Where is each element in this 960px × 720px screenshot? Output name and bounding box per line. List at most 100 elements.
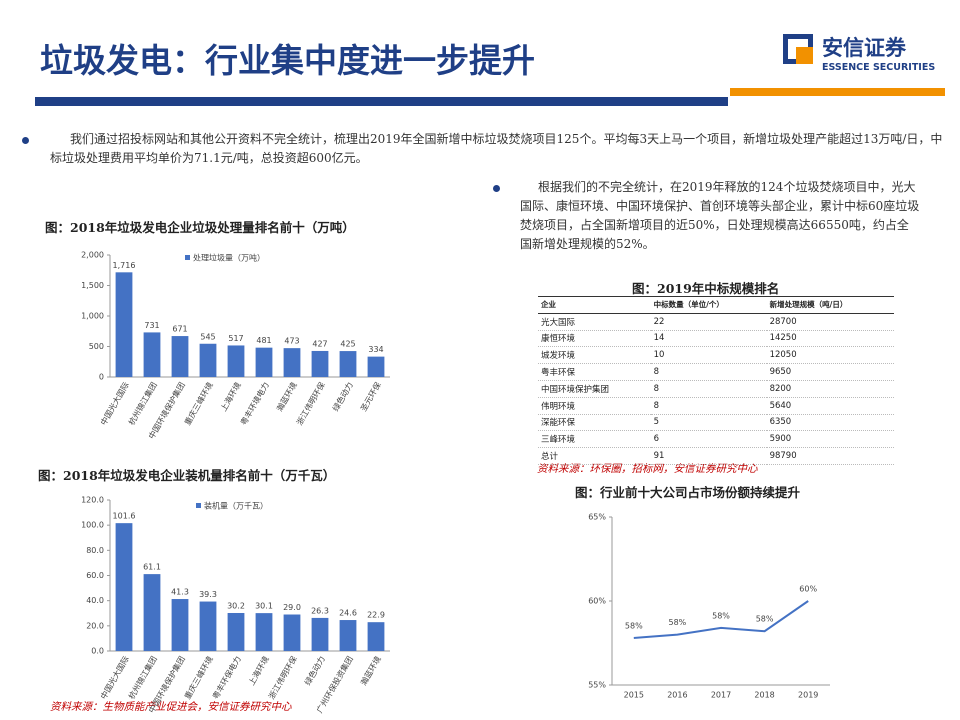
bar bbox=[227, 612, 245, 651]
x-tick-label: 上海环境 bbox=[218, 380, 243, 413]
bar bbox=[199, 343, 217, 377]
table-row: 粤丰环保 8 9650 bbox=[538, 363, 894, 381]
y-tick-label: 20.0 bbox=[86, 621, 104, 630]
x-tick-label: 2019 bbox=[798, 691, 818, 700]
table-cell: 14 bbox=[650, 330, 767, 348]
y-tick-label: 40.0 bbox=[86, 596, 104, 605]
bar bbox=[255, 613, 273, 651]
data-label: 671 bbox=[172, 325, 187, 334]
bar bbox=[283, 614, 301, 651]
bar bbox=[339, 351, 357, 377]
table-cell: 伟明环境 bbox=[538, 397, 651, 415]
bar bbox=[227, 345, 245, 377]
data-label: 58% bbox=[625, 621, 643, 630]
x-tick-label: 重庆三峰环境 bbox=[182, 380, 215, 427]
table-cell: 8 bbox=[650, 380, 767, 398]
data-label: 1,716 bbox=[113, 261, 136, 270]
bullet-text: 我们通过招投标网站和其他公开资料不完全统计，梳理出2019年全国新增中标垃圾焚烧… bbox=[50, 132, 943, 165]
y-tick-label: 500 bbox=[89, 342, 104, 351]
table-cell: 5900 bbox=[766, 430, 894, 449]
logo-icon-accent bbox=[796, 47, 813, 64]
y-tick-label: 100.0 bbox=[81, 521, 104, 530]
table-cell: 98790 bbox=[766, 447, 894, 465]
table-cell: 28700 bbox=[766, 313, 894, 331]
data-label: 481 bbox=[256, 336, 271, 345]
data-label: 29.0 bbox=[283, 603, 301, 612]
bar bbox=[367, 356, 385, 377]
table-cell: 14250 bbox=[766, 330, 894, 348]
table-cell: 10 bbox=[650, 346, 767, 365]
data-label: 41.3 bbox=[171, 588, 189, 597]
ranking-table: 企业 中标数量（单位/个） 新增处理规模（吨/日） 光大国际 22 28700 康恒环境 14… bbox=[538, 296, 894, 465]
data-label: 30.1 bbox=[255, 602, 273, 611]
table-row: 企业 中标数量（单位/个） 新增处理规模（吨/日） bbox=[538, 296, 894, 314]
data-label: 30.2 bbox=[227, 601, 245, 610]
x-tick-label: 浙江伟明环保 bbox=[266, 654, 299, 701]
y-tick-label: 65% bbox=[588, 513, 606, 522]
table-cell: 8 bbox=[650, 397, 767, 415]
bar bbox=[283, 348, 301, 377]
table-cell: 中标数量（单位/个） bbox=[650, 296, 767, 314]
x-tick-label: 粤丰环保电力 bbox=[210, 654, 243, 701]
y-tick-label: 60.0 bbox=[86, 571, 104, 580]
y-tick-label: 60% bbox=[588, 597, 606, 606]
bar bbox=[367, 622, 385, 651]
bar bbox=[311, 350, 329, 377]
table-cell: 8200 bbox=[766, 380, 894, 398]
y-tick-label: 55% bbox=[588, 681, 606, 690]
chart-title: 图：行业前十大公司占市场份额持续提升 bbox=[575, 485, 801, 500]
table-cell: 企业 bbox=[538, 296, 651, 314]
table-title: 图：2019年中标规模排名 bbox=[632, 281, 780, 296]
y-tick-label: 2,000 bbox=[81, 251, 104, 260]
x-tick-label: 瀚蓝环境 bbox=[274, 380, 299, 413]
table-cell: 6350 bbox=[766, 414, 894, 432]
bar bbox=[143, 574, 161, 651]
data-label: 731 bbox=[144, 321, 159, 330]
data-label: 22.9 bbox=[367, 611, 385, 620]
bullet-dot bbox=[493, 185, 500, 192]
chart-title: 图：2018年垃圾发电企业垃圾处理量排名前十（万吨） bbox=[45, 220, 355, 235]
data-label: 60% bbox=[799, 585, 817, 594]
y-tick-label: 80.0 bbox=[86, 546, 104, 555]
data-label: 61.1 bbox=[143, 563, 161, 572]
table-row: 伟明环境 8 5640 bbox=[538, 397, 894, 415]
table-cell: 8 bbox=[650, 363, 767, 381]
bar bbox=[143, 332, 161, 377]
data-label: 517 bbox=[228, 334, 243, 343]
data-label: 39.3 bbox=[199, 590, 217, 599]
bar bbox=[171, 336, 189, 377]
header-bar bbox=[35, 97, 728, 106]
legend-label: 处理垃圾量（万吨） bbox=[193, 253, 265, 263]
x-tick-label: 中国光大国际 bbox=[98, 380, 131, 427]
data-label: 24.6 bbox=[339, 609, 357, 618]
logo-en: ESSENCE SECURITIES bbox=[822, 62, 936, 73]
bar bbox=[115, 523, 133, 651]
table-row: 中国环境保护集团 8 8200 bbox=[538, 380, 894, 398]
table-row: 光大国际 22 28700 bbox=[538, 313, 894, 331]
table-row: 总计 91 98790 bbox=[538, 447, 894, 465]
x-tick-label: 杭州锦江集团 bbox=[126, 380, 159, 427]
table-cell: 中国环境保护集团 bbox=[538, 380, 651, 398]
table-row: 三峰环境 6 5900 bbox=[538, 430, 894, 449]
chart-title: 图：2018年垃圾发电企业装机量排名前十（万千瓦） bbox=[38, 468, 336, 483]
bar bbox=[339, 620, 357, 651]
x-tick-label: 重庆三峰环境 bbox=[182, 654, 215, 701]
bar bbox=[255, 347, 273, 377]
table-cell: 5 bbox=[650, 414, 767, 432]
bar bbox=[115, 272, 133, 377]
table-cell: 新增处理规模（吨/日） bbox=[766, 296, 894, 314]
legend-swatch bbox=[196, 503, 201, 508]
logo-cn: 安信证券 bbox=[822, 36, 906, 60]
table-cell: 12050 bbox=[766, 346, 894, 365]
data-label: 334 bbox=[368, 345, 383, 354]
x-tick-label: 瀚蓝环境 bbox=[358, 654, 383, 687]
x-tick-label: 上海环境 bbox=[246, 654, 271, 687]
table-cell: 总计 bbox=[538, 447, 651, 465]
x-tick-label: 圣元环保 bbox=[358, 380, 383, 413]
data-label: 425 bbox=[340, 340, 355, 349]
table-cell: 5640 bbox=[766, 397, 894, 415]
bar bbox=[199, 601, 217, 651]
bar bbox=[311, 617, 329, 651]
bullet-dot bbox=[22, 137, 29, 144]
